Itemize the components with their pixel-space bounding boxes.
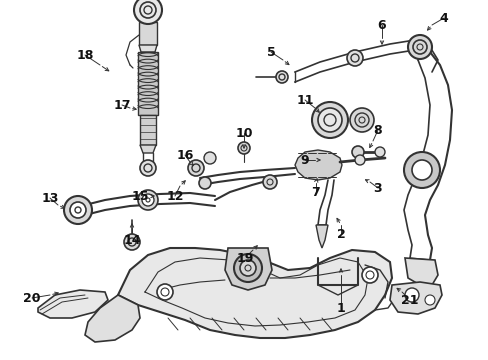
Text: 10: 10 <box>235 126 252 140</box>
Text: 16: 16 <box>176 149 193 162</box>
Polygon shape <box>224 248 271 290</box>
Text: 12: 12 <box>166 189 183 202</box>
Circle shape <box>124 234 140 250</box>
Circle shape <box>424 295 434 305</box>
Polygon shape <box>389 282 441 314</box>
Circle shape <box>351 146 363 158</box>
Polygon shape <box>315 225 327 248</box>
Circle shape <box>240 260 256 276</box>
Circle shape <box>140 160 156 176</box>
Circle shape <box>64 196 92 224</box>
Circle shape <box>411 160 431 180</box>
Text: 6: 6 <box>377 18 386 32</box>
Circle shape <box>374 147 384 157</box>
Text: 14: 14 <box>123 234 141 247</box>
Circle shape <box>142 194 154 206</box>
Polygon shape <box>38 290 108 318</box>
Text: 7: 7 <box>311 185 320 198</box>
Text: 1: 1 <box>336 302 345 315</box>
Circle shape <box>403 152 439 188</box>
Circle shape <box>275 71 287 83</box>
Circle shape <box>354 155 364 165</box>
Circle shape <box>317 108 341 132</box>
Text: 5: 5 <box>266 45 275 59</box>
Text: 20: 20 <box>23 292 41 305</box>
Circle shape <box>346 50 362 66</box>
Text: 19: 19 <box>236 252 253 265</box>
Circle shape <box>70 202 86 218</box>
Text: 2: 2 <box>336 228 345 240</box>
Polygon shape <box>404 258 437 285</box>
Circle shape <box>404 288 418 302</box>
Circle shape <box>407 35 431 59</box>
Text: 17: 17 <box>113 99 130 112</box>
Circle shape <box>263 175 276 189</box>
Text: 21: 21 <box>401 293 418 306</box>
Polygon shape <box>140 115 156 145</box>
Circle shape <box>157 284 173 300</box>
Polygon shape <box>139 22 157 45</box>
Text: 15: 15 <box>131 189 148 202</box>
Circle shape <box>134 0 162 24</box>
Circle shape <box>238 142 249 154</box>
Polygon shape <box>85 295 140 342</box>
Circle shape <box>234 254 262 282</box>
Circle shape <box>199 177 210 189</box>
Text: 13: 13 <box>41 192 59 204</box>
Circle shape <box>138 190 158 210</box>
Polygon shape <box>294 150 341 180</box>
Polygon shape <box>118 248 391 338</box>
Polygon shape <box>140 145 156 153</box>
Text: 11: 11 <box>296 94 313 107</box>
Polygon shape <box>139 45 157 52</box>
Polygon shape <box>138 52 158 115</box>
Circle shape <box>311 102 347 138</box>
Circle shape <box>349 108 373 132</box>
Text: 18: 18 <box>76 49 94 62</box>
Text: 8: 8 <box>373 123 382 136</box>
Text: 3: 3 <box>373 181 382 194</box>
Circle shape <box>203 152 216 164</box>
Circle shape <box>361 267 377 283</box>
Text: 9: 9 <box>300 153 309 166</box>
Text: 4: 4 <box>439 12 447 24</box>
Circle shape <box>187 160 203 176</box>
